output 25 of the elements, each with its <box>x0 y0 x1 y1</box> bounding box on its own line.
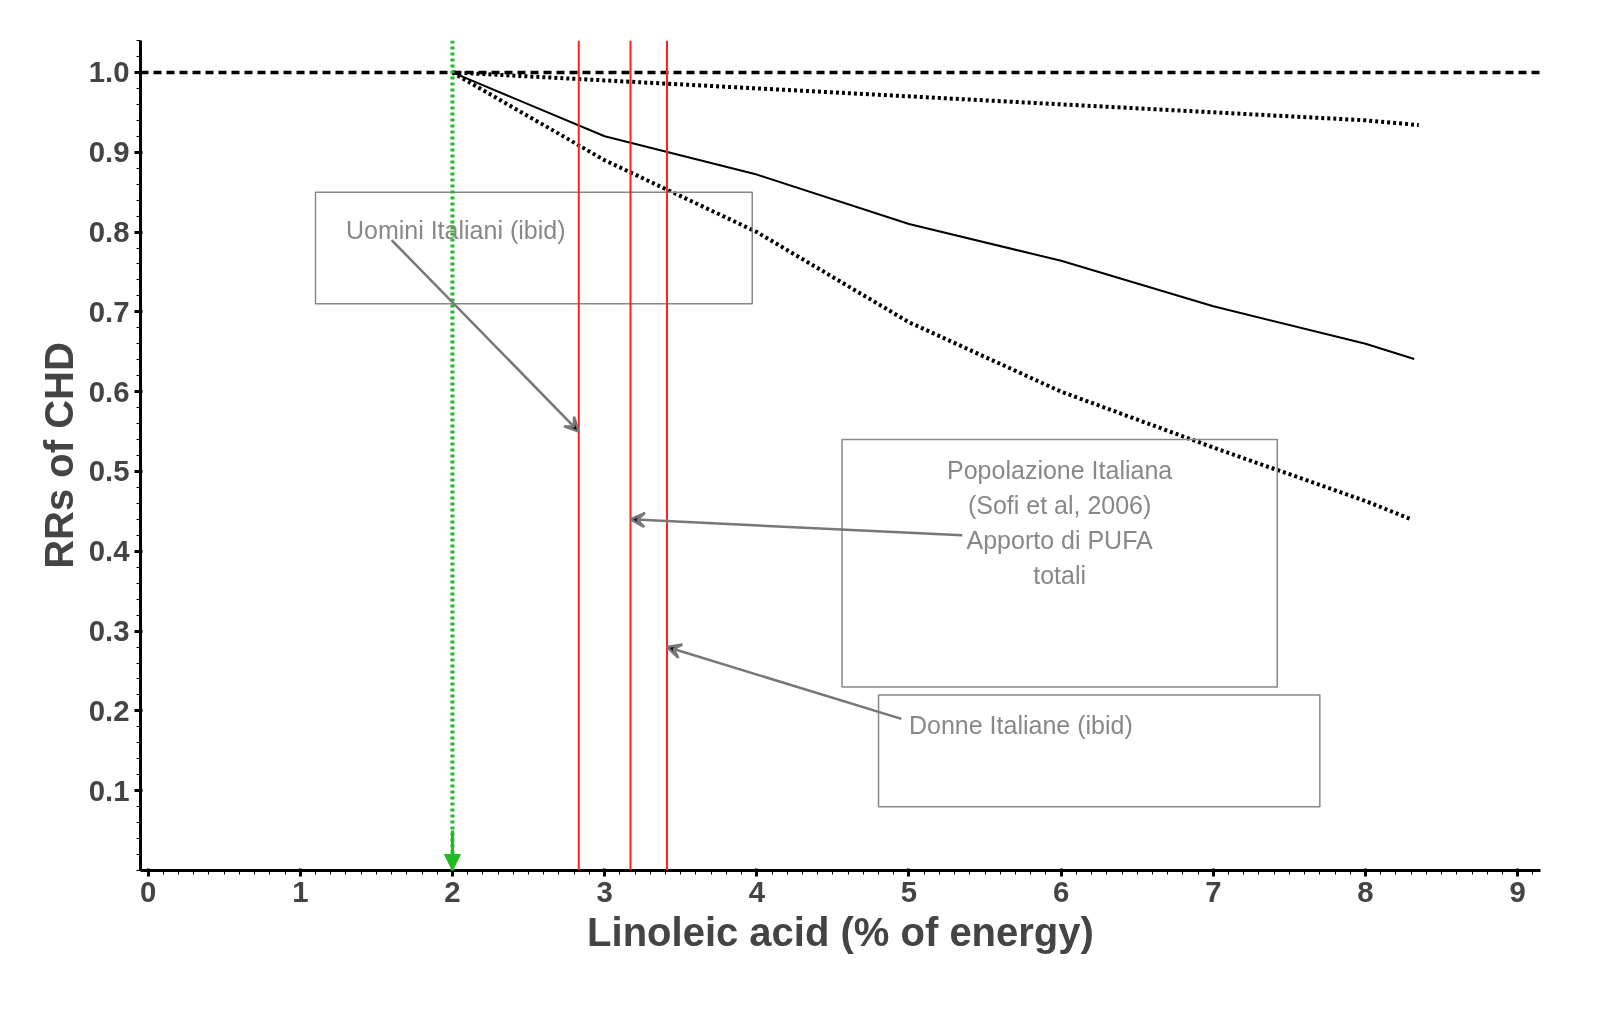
x-tick-label: 0 <box>139 874 157 908</box>
y-tick-label: 0.9 <box>88 135 130 169</box>
y-tick-label: 0.4 <box>88 534 131 568</box>
annotation: Uomini Italiani (ibid) <box>345 216 566 245</box>
x-tick-label: 2 <box>444 874 461 908</box>
x-tick-label: 7 <box>1205 874 1222 908</box>
y-axis-title: RRs of CHD <box>36 342 81 569</box>
x-tick-label: 4 <box>748 874 766 908</box>
annotation: Popolazione Italiana (Sofi et al, 2006) Apporto di PUFA totali <box>947 455 1173 589</box>
x-tick-label: 6 <box>1053 874 1070 908</box>
y-tick-label: 1.0 <box>88 55 130 89</box>
y-tick-label: 0.7 <box>88 294 130 328</box>
x-tick-label: 1 <box>292 874 309 908</box>
y-tick-label: 0.8 <box>88 215 130 249</box>
annotation: Donne Italiane (ibid) <box>908 710 1133 739</box>
y-tick-label: 0.5 <box>88 454 130 488</box>
y-tick-label: 0.1 <box>88 773 130 807</box>
y-tick-label: 0.3 <box>88 614 130 648</box>
x-tick-label: 9 <box>1509 874 1526 908</box>
x-tick-label: 5 <box>900 874 918 908</box>
y-tick-label: 0.6 <box>88 374 130 408</box>
y-tick-label: 0.2 <box>88 693 130 727</box>
x-tick-label: 8 <box>1357 874 1374 908</box>
x-tick-label: 3 <box>596 874 613 908</box>
x-axis-title: Linoleic acid (% of energy) <box>587 909 1094 954</box>
